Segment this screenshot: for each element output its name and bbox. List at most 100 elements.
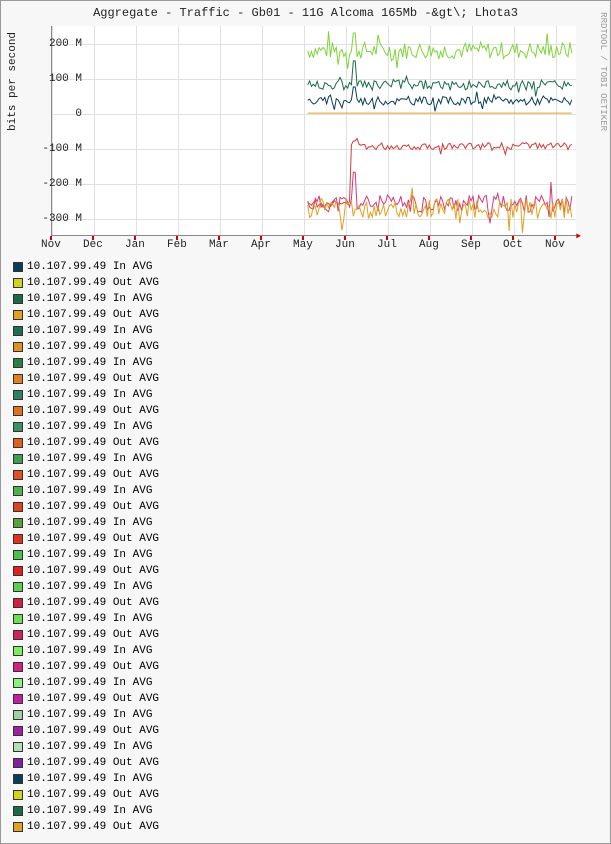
legend-swatch [13, 390, 23, 400]
legend-item: 10.107.99.49 In AVG [13, 739, 159, 755]
x-tick-label: May [293, 239, 313, 251]
legend-item: 10.107.99.49 Out AVG [13, 723, 159, 739]
major-tick [512, 236, 514, 240]
legend-item: 10.107.99.49 In AVG [13, 323, 159, 339]
legend-swatch [13, 262, 23, 272]
x-tick-label: Jan [125, 239, 145, 251]
legend-label: 10.107.99.49 In AVG [27, 451, 152, 467]
legend-label: 10.107.99.49 Out AVG [27, 499, 159, 515]
y-tick-label: -200 M [40, 178, 82, 190]
legend-swatch [13, 374, 23, 384]
legend-swatch [13, 310, 23, 320]
legend-swatch [13, 278, 23, 288]
legend-swatch [13, 678, 23, 688]
x-tick-label: Jun [335, 239, 355, 251]
legend-label: 10.107.99.49 In AVG [27, 739, 152, 755]
legend-item: 10.107.99.49 Out AVG [13, 627, 159, 643]
major-tick [134, 236, 136, 240]
legend-item: 10.107.99.49 Out AVG [13, 531, 159, 547]
legend-item: 10.107.99.49 Out AVG [13, 275, 159, 291]
legend-label: 10.107.99.49 Out AVG [27, 371, 159, 387]
x-tick-label: Aug [419, 239, 439, 251]
x-tick-label: Oct [503, 239, 523, 251]
legend-item: 10.107.99.49 In AVG [13, 387, 159, 403]
series-line [308, 31, 572, 68]
legend-swatch [13, 358, 23, 368]
legend-item: 10.107.99.49 In AVG [13, 259, 159, 275]
x-tick-label: Dec [83, 239, 103, 251]
legend-label: 10.107.99.49 Out AVG [27, 595, 159, 611]
legend-label: 10.107.99.49 In AVG [27, 643, 152, 659]
legend-label: 10.107.99.49 Out AVG [27, 659, 159, 675]
legend-item: 10.107.99.49 Out AVG [13, 659, 159, 675]
chart-title: Aggregate - Traffic - Gb01 - 11G Alcoma … [1, 1, 610, 20]
legend-label: 10.107.99.49 In AVG [27, 387, 152, 403]
legend-label: 10.107.99.49 In AVG [27, 419, 152, 435]
legend-swatch [13, 502, 23, 512]
legend-swatch [13, 774, 23, 784]
legend-swatch [13, 422, 23, 432]
legend-item: 10.107.99.49 Out AVG [13, 595, 159, 611]
legend-swatch [13, 534, 23, 544]
major-tick [50, 236, 52, 240]
x-tick-label: Mar [209, 239, 229, 251]
legend-swatch [13, 566, 23, 576]
legend-item: 10.107.99.49 Out AVG [13, 307, 159, 323]
legend-label: 10.107.99.49 Out AVG [27, 467, 159, 483]
series-line [308, 87, 572, 111]
y-axis-label: bits per second [7, 32, 19, 131]
series-line [308, 139, 572, 208]
legend-item: 10.107.99.49 In AVG [13, 451, 159, 467]
y-tick-label: 200 M [40, 38, 82, 50]
legend-swatch [13, 438, 23, 448]
legend-swatch [13, 614, 23, 624]
legend-label: 10.107.99.49 Out AVG [27, 435, 159, 451]
major-tick [260, 236, 262, 240]
legend-label: 10.107.99.49 Out AVG [27, 819, 159, 835]
legend-label: 10.107.99.49 Out AVG [27, 307, 159, 323]
legend-label: 10.107.99.49 Out AVG [27, 787, 159, 803]
x-tick-label: Jul [377, 239, 397, 251]
major-tick [386, 236, 388, 240]
major-tick [218, 236, 220, 240]
arrow-right-icon: ▸ [575, 228, 582, 243]
legend-item: 10.107.99.49 In AVG [13, 707, 159, 723]
y-tick-label: -100 M [40, 143, 82, 155]
legend-label: 10.107.99.49 In AVG [27, 291, 152, 307]
y-tick-label: 100 M [40, 73, 82, 85]
x-tick-label: Nov [545, 239, 565, 251]
legend: 10.107.99.49 In AVG10.107.99.49 Out AVG1… [13, 259, 159, 835]
legend-label: 10.107.99.49 Out AVG [27, 339, 159, 355]
legend-label: 10.107.99.49 Out AVG [27, 627, 159, 643]
major-tick [344, 236, 346, 240]
legend-label: 10.107.99.49 Out AVG [27, 275, 159, 291]
plot-area [51, 26, 576, 236]
legend-label: 10.107.99.49 In AVG [27, 611, 152, 627]
chart-container: Aggregate - Traffic - Gb01 - 11G Alcoma … [0, 0, 611, 844]
legend-swatch [13, 694, 23, 704]
legend-swatch [13, 758, 23, 768]
legend-swatch [13, 630, 23, 640]
legend-swatch [13, 646, 23, 656]
legend-label: 10.107.99.49 In AVG [27, 355, 152, 371]
legend-swatch [13, 342, 23, 352]
legend-item: 10.107.99.49 Out AVG [13, 819, 159, 835]
legend-item: 10.107.99.49 Out AVG [13, 691, 159, 707]
y-tick-label: 0 [40, 108, 82, 120]
legend-item: 10.107.99.49 Out AVG [13, 755, 159, 771]
legend-label: 10.107.99.49 In AVG [27, 259, 152, 275]
major-tick [470, 236, 472, 240]
legend-item: 10.107.99.49 Out AVG [13, 403, 159, 419]
legend-item: 10.107.99.49 In AVG [13, 291, 159, 307]
legend-item: 10.107.99.49 Out AVG [13, 563, 159, 579]
major-tick [176, 236, 178, 240]
legend-item: 10.107.99.49 In AVG [13, 579, 159, 595]
legend-item: 10.107.99.49 In AVG [13, 675, 159, 691]
legend-swatch [13, 454, 23, 464]
legend-label: 10.107.99.49 Out AVG [27, 691, 159, 707]
legend-label: 10.107.99.49 In AVG [27, 675, 152, 691]
x-tick-label: Apr [251, 239, 271, 251]
legend-label: 10.107.99.49 In AVG [27, 547, 152, 563]
legend-swatch [13, 406, 23, 416]
legend-swatch [13, 662, 23, 672]
